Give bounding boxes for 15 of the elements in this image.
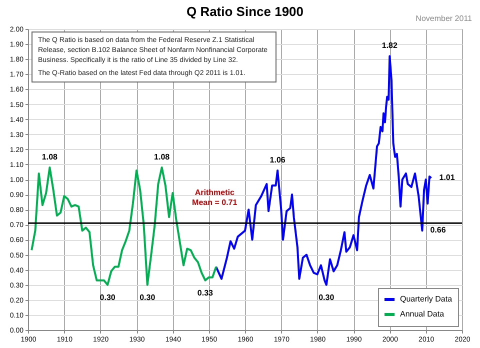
annotation: 0.30 (318, 292, 335, 302)
annotation: 0.30 (100, 292, 116, 302)
legend-label: Annual Data (400, 310, 445, 318)
chart-subtitle: November 2011 (416, 14, 473, 23)
chart-title: Q Ratio Since 1900 (186, 4, 304, 19)
annotation: 0.30 (140, 292, 156, 302)
annotation: 1.01 (439, 172, 456, 182)
annotation: 0.66 (430, 226, 446, 235)
legend-label: Quarterly Data (400, 294, 453, 304)
annotation: 1.06 (270, 155, 286, 164)
annotation: 1.82 (382, 41, 398, 50)
annotation: 1.08 (154, 152, 170, 162)
annotation: 0.33 (197, 288, 214, 298)
ref-line-label: Arithmetic Mean = 0.71 (192, 188, 238, 208)
annotation: 1.08 (42, 152, 58, 162)
